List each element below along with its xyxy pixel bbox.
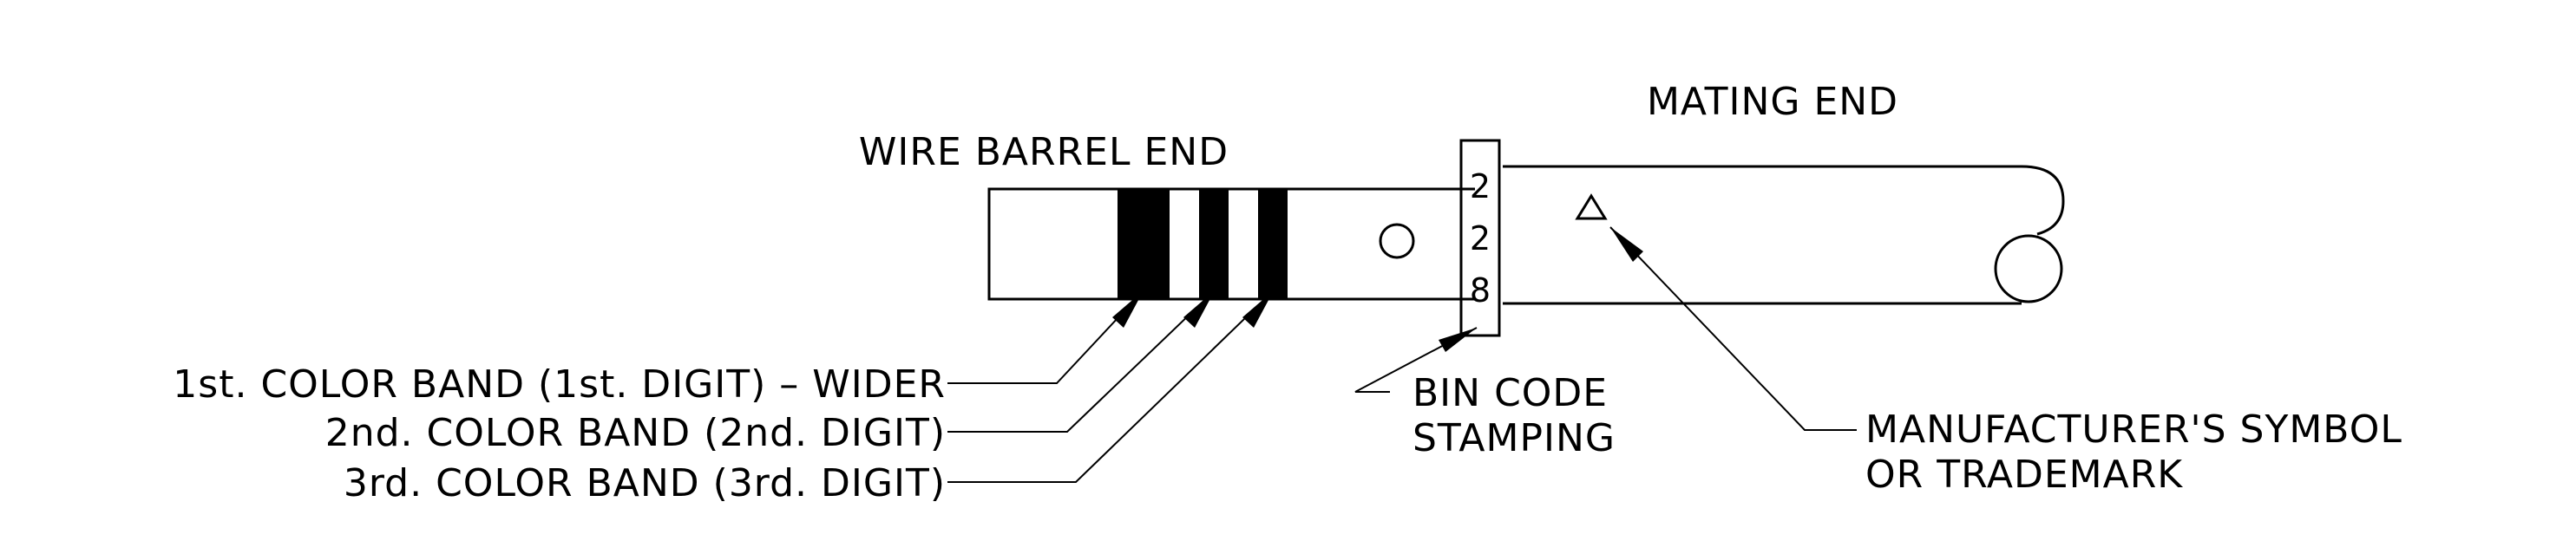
band1-leader-line: [947, 290, 1144, 384]
bin-code-label-line1: BIN CODE: [1413, 371, 1608, 415]
mating-end-label: MATING END: [1647, 80, 1898, 124]
stamp-digit-3: 8: [1470, 271, 1491, 310]
band2-arrowhead: [1183, 290, 1215, 328]
manufacturer-arrowhead: [1610, 227, 1643, 262]
bin-code-leader-line: [1354, 327, 1478, 393]
manufacturer-triangle-icon: [1575, 193, 1608, 220]
band2-leader-line: [947, 290, 1216, 433]
mating-end-nose-circle: [1994, 234, 2063, 303]
wire-barrel-body: [987, 187, 1475, 301]
color-band-1: [1118, 189, 1170, 299]
band3-arrowhead: [1242, 290, 1274, 328]
manufacturer-label-line2: OR TRADEMARK: [1865, 453, 2183, 497]
stamp-digit-1: 2: [1470, 167, 1491, 205]
band3-label: 3rd. COLOR BAND (3rd. DIGIT): [344, 461, 946, 505]
bin-code-stamp-box: [1459, 139, 1501, 337]
manufacturer-leader-line: [1609, 226, 1857, 431]
barrel-hole: [1379, 223, 1415, 259]
band2-label: 2nd. COLOR BAND (2nd. DIGIT): [325, 411, 946, 455]
color-band-3: [1258, 189, 1288, 299]
band1-label: 1st. COLOR BAND (1st. DIGIT) – WIDER: [173, 362, 946, 407]
wire-barrel-end-label: WIRE BARREL END: [859, 130, 1229, 174]
band3-leader-line: [947, 290, 1275, 483]
manufacturer-label-line1: MANUFACTURER'S SYMBOL: [1865, 407, 2402, 452]
stamp-digit-2: 2: [1470, 219, 1491, 257]
bin-code-arrowhead: [1439, 328, 1477, 352]
band1-arrowhead: [1112, 290, 1144, 328]
color-band-2: [1199, 189, 1229, 299]
bin-code-label-line2: STAMPING: [1413, 416, 1616, 460]
mating-end-body: [1503, 165, 2065, 305]
